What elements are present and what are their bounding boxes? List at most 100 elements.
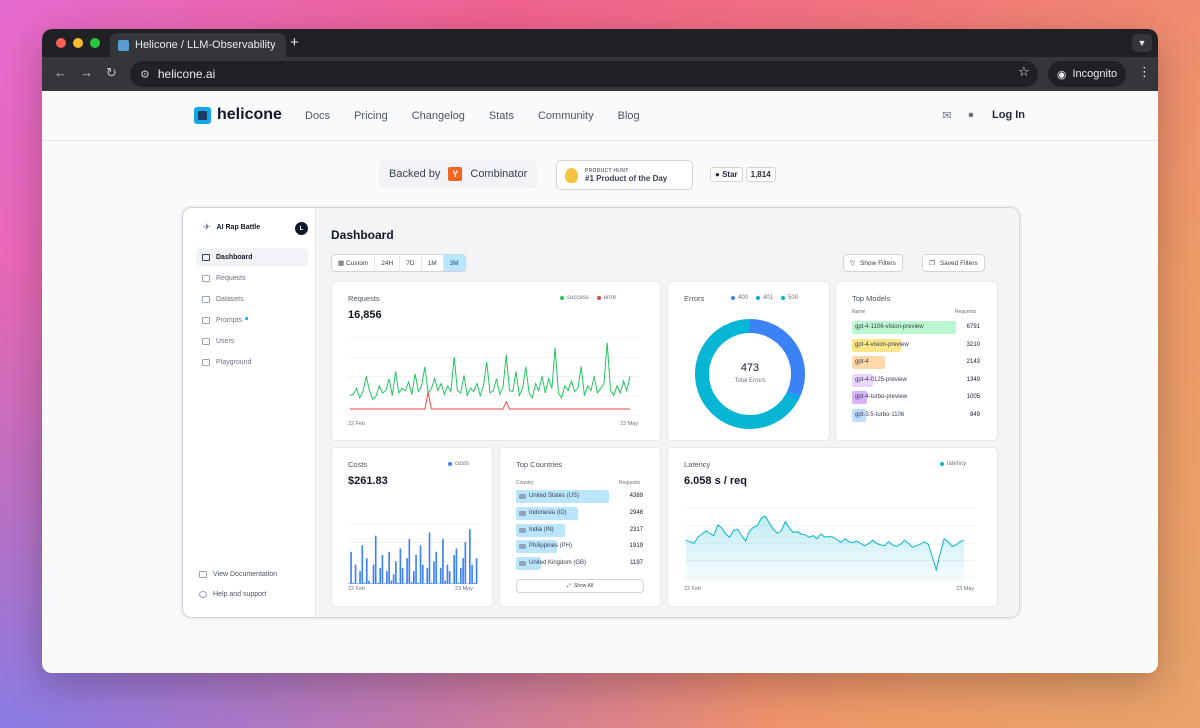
list-item[interactable]: India (IN) 2317	[516, 523, 646, 537]
backed-by-yc-badge[interactable]: Backed by Y Combinator	[379, 160, 538, 188]
tab-search-icon[interactable]: ▼	[1132, 34, 1152, 52]
login-link[interactable]: Log In	[992, 109, 1025, 121]
nav-docs[interactable]: Docs	[305, 110, 331, 122]
requests-value: 16,856	[348, 309, 382, 321]
requests-title: Requests	[348, 294, 380, 303]
cost-bar	[397, 582, 399, 584]
time-filter-custom[interactable]: ▦ Custom	[332, 255, 376, 271]
country-bar	[516, 557, 542, 571]
cost-bar	[462, 558, 464, 584]
list-item[interactable]: gpt-4-vision-preview 3210	[852, 338, 982, 352]
github-icon[interactable]: ●	[967, 109, 975, 121]
nav-stats[interactable]: Stats	[488, 110, 514, 122]
time-filter-24h[interactable]: 24H	[375, 255, 401, 271]
time-filter-1m[interactable]: 1M	[422, 255, 444, 271]
cost-bar	[390, 580, 393, 584]
cost-bar	[437, 583, 440, 584]
badges-row: Backed by Y Combinator PRODUCT HUNT #1 P…	[42, 160, 1158, 190]
time-filter-3m[interactable]: 3M	[443, 255, 465, 271]
latency-title: Latency	[684, 460, 711, 469]
mail-icon[interactable]: ✉	[942, 109, 952, 122]
product-hunt-badge[interactable]: PRODUCT HUNT #1 Product of the Day	[556, 160, 693, 190]
nav-pricing[interactable]: Pricing	[354, 110, 388, 122]
sidebar-item-label: Datasets	[216, 296, 244, 303]
yc-logo-icon: Y	[448, 167, 463, 181]
legend-401: 401	[756, 295, 773, 301]
cost-bar	[370, 583, 373, 584]
copy-icon: ❐	[929, 260, 935, 267]
maximize-window-button[interactable]	[90, 38, 100, 48]
github-star-button[interactable]: ● Star	[710, 167, 743, 182]
reload-icon[interactable]: ↻	[106, 65, 117, 80]
cost-bar	[383, 583, 386, 584]
x-axis-end: 23 May	[455, 586, 474, 592]
cost-bar	[426, 567, 429, 584]
errors-legend: 400 401 500	[731, 295, 798, 301]
help-support-link[interactable]: Help and support	[199, 584, 277, 604]
incognito-indicator[interactable]: ◉ Incognito	[1048, 61, 1126, 87]
nav-blog[interactable]: Blog	[617, 110, 640, 122]
nav-community[interactable]: Community	[537, 110, 594, 122]
title-bar: Helicone / LLM-Observability + ▼	[42, 29, 1158, 57]
sidebar-item-requests[interactable]: Requests	[196, 269, 308, 288]
costs-card: Costs $261.83 costs 22 Feb 23 May	[331, 447, 493, 607]
show-filters-button[interactable]: ▽ Show Filters	[843, 254, 903, 272]
col-requests-header: Requests	[955, 309, 977, 315]
top-countries-card: Top Countries Country Requests United St…	[499, 447, 661, 607]
page-title: Dashboard	[331, 228, 394, 242]
list-item[interactable]: gpt-3.5-turbo-1106 849	[852, 409, 982, 422]
address-bar[interactable]: ⚙ helicone.ai	[130, 61, 1038, 87]
cost-bar	[469, 529, 471, 584]
bookmark-star-icon[interactable]: ☆	[1018, 64, 1030, 79]
cost-bar	[428, 532, 431, 584]
cost-bar	[475, 558, 478, 584]
show-all-button[interactable]: ⤢ Show All	[516, 579, 644, 593]
close-window-button[interactable]	[56, 38, 66, 48]
sidebar-item-playground[interactable]: Playground	[196, 353, 308, 372]
sidebar-item-label: Users	[216, 338, 235, 345]
country-requests: 2317	[629, 526, 643, 533]
cost-bar	[413, 571, 415, 584]
country-name: Philippines (PH)	[529, 543, 573, 550]
view-documentation-link[interactable]: View Documentation	[199, 564, 277, 584]
new-tab-button[interactable]: +	[290, 34, 299, 51]
incognito-icon: ◉	[1056, 68, 1067, 81]
flag-icon	[519, 561, 526, 567]
helicone-logo[interactable]: helicone	[194, 106, 282, 124]
sidebar-item-datasets[interactable]: Datasets	[196, 290, 308, 309]
forward-arrow-icon[interactable]: →	[80, 65, 93, 80]
list-item[interactable]: gpt-4 2143	[852, 356, 982, 370]
list-item[interactable]: gpt-4-0125-preview 1349	[852, 373, 982, 387]
back-arrow-icon[interactable]: ←	[54, 65, 67, 80]
country-requests: 1197	[630, 560, 643, 567]
sidebar-item-users[interactable]: Users	[196, 332, 308, 351]
org-switcher[interactable]: ✈ AI Rap Battle	[203, 222, 260, 233]
sidebar-item-dashboard[interactable]: Dashboard	[196, 248, 308, 267]
browser-tab[interactable]: Helicone / LLM-Observability	[110, 33, 286, 57]
browser-menu-icon[interactable]: ⋮	[1138, 64, 1151, 79]
incognito-label: Incognito	[1072, 68, 1118, 80]
cost-bar	[372, 564, 375, 584]
cost-bar	[460, 567, 462, 584]
sidebar-item-prompts[interactable]: Prompts	[196, 311, 308, 330]
github-star-badge[interactable]: ● Star 1,814	[710, 167, 776, 182]
time-filter-7d[interactable]: 7D	[400, 255, 422, 271]
list-item[interactable]: Philippines (PH) 1919	[516, 540, 646, 554]
list-item[interactable]: gpt-4-1106-vision-preview 6791	[852, 321, 982, 334]
list-item[interactable]: United Kingdom (GB) 1197	[516, 557, 646, 571]
model-requests: 1005	[966, 394, 980, 401]
model-requests: 3210	[966, 341, 980, 348]
list-item[interactable]: gpt-4-turbo-preview 1005	[852, 391, 982, 405]
backed-by-label: Backed by	[389, 168, 441, 180]
cost-bar	[386, 571, 388, 584]
list-item[interactable]: United States (US) 4389	[516, 490, 646, 503]
avatar[interactable]: L	[295, 222, 308, 235]
nav-changelog[interactable]: Changelog	[411, 110, 465, 122]
site-settings-icon[interactable]: ⚙	[140, 68, 150, 81]
list-item[interactable]: Indonesia (ID) 2948	[516, 506, 646, 520]
country-name: United Kingdom (GB)	[529, 560, 587, 567]
donut-slice-400	[749, 319, 805, 397]
saved-filters-button[interactable]: ❐ Saved Filters	[922, 254, 985, 272]
requests-line-chart	[348, 337, 640, 416]
minimize-window-button[interactable]	[73, 38, 83, 48]
